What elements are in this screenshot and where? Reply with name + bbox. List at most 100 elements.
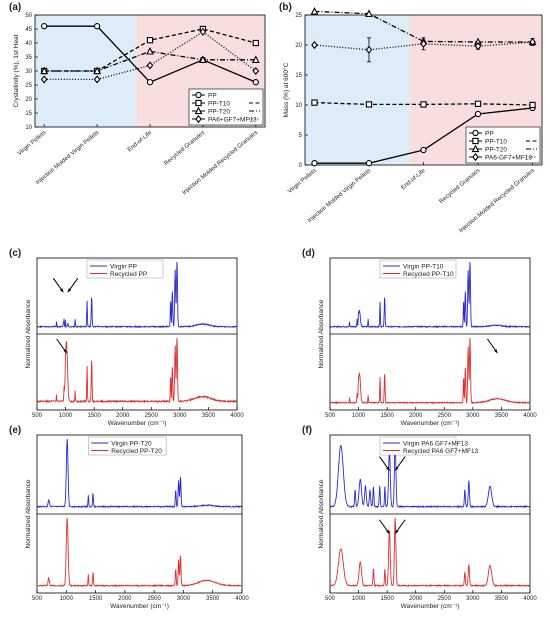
legend-label: Recycled PP-T20 [111, 448, 162, 455]
x-tick-label: 1000 [352, 596, 366, 602]
x-tick-label: 3000 [173, 413, 187, 419]
y-axis-label: Normalized Absorbance [318, 299, 325, 368]
data-point [474, 42, 482, 51]
x-tick-label: Recycled Granules [163, 130, 206, 167]
spectrum-line-bottom [36, 337, 237, 404]
data-point [420, 101, 427, 108]
annotation-arrowhead [67, 288, 72, 293]
data-point [40, 75, 48, 84]
x-tick-label: 2000 [116, 413, 130, 419]
y-tick-label: 15 [295, 73, 302, 79]
legend-label: Recycled PP-T10 [403, 271, 454, 278]
legend-label: PA6+GF7+MF13 [208, 116, 257, 123]
series-line [44, 50, 256, 72]
annotation-arrowhead [386, 466, 390, 471]
spectrum-line-top [329, 261, 531, 329]
panel-3-chart [329, 257, 531, 411]
x-axis-label: Wavenumber (cm⁻¹) [110, 603, 169, 610]
data-point [251, 55, 260, 63]
data-point [311, 160, 318, 167]
y-tick-label: 20 [25, 97, 32, 103]
legend-label: Virgin PP-T10 [403, 263, 444, 270]
spectrum-line-bottom [329, 517, 531, 588]
annotation-arrowhead [386, 529, 390, 534]
y-tick-label: 45 [25, 27, 32, 33]
annotation-arrowhead [395, 529, 399, 534]
y-tick-label: 15 [25, 111, 32, 117]
legend-marker [194, 106, 203, 115]
legend-label: Virgin PP-T20 [111, 440, 152, 447]
legend-label: PP-T10 [485, 138, 507, 145]
data-point [311, 99, 318, 106]
spectrum-line-top [36, 438, 242, 509]
annotation-arrowhead [63, 349, 67, 353]
x-axis-label: Wavenumber (cm⁻¹) [401, 420, 460, 427]
x-tick-label: 1500 [87, 413, 101, 419]
x-tick-label: End-of-Life [400, 168, 427, 192]
y-tick-label: 10 [295, 103, 302, 109]
legend-label: Recycled PP [110, 271, 147, 278]
legend-marker [195, 91, 202, 99]
y-tick-label: 20 [295, 43, 302, 49]
x-tick-label: Injection Molded Virgin Pellets [307, 168, 372, 224]
data-point [529, 37, 536, 47]
data-point [365, 160, 373, 167]
legend-label: Recycled PA6 GF7+MF13 [403, 448, 479, 455]
data-point [198, 55, 207, 63]
panel-label: (b) [279, 2, 292, 13]
data-point [474, 110, 482, 118]
x-tick-label: 4000 [523, 413, 537, 419]
panel-label: (a) [9, 2, 21, 13]
x-tick-label: 1500 [380, 596, 394, 602]
panel-5-chart [329, 434, 531, 594]
x-tick-label: 2500 [147, 596, 161, 602]
data-point [311, 40, 318, 50]
panel-0-chart [34, 14, 266, 128]
legend-label: Virgin PP [110, 263, 137, 270]
series-line [314, 101, 533, 106]
y-axis-label: Normalized Absorbance [25, 299, 32, 368]
y-tick-label: 30 [25, 69, 32, 75]
data-point [365, 45, 373, 54]
virgin-region [305, 15, 410, 165]
x-tick-label: 3500 [495, 596, 509, 602]
data-point [252, 39, 259, 47]
panel-2-chart [36, 257, 238, 411]
panel-1-chart [304, 7, 543, 167]
data-point [474, 100, 482, 107]
y-axis-label: Normalized Absorbance [25, 479, 32, 548]
legend-label: PP [208, 92, 217, 99]
x-tick-label: Recycled Granules [439, 168, 482, 205]
data-point [146, 47, 154, 55]
x-tick-label: 4000 [523, 596, 537, 602]
legend-marker [471, 144, 480, 153]
x-tick-label: 500 [325, 413, 336, 419]
data-point [199, 27, 207, 36]
data-point [365, 9, 373, 17]
y-tick-label: 25 [295, 13, 302, 19]
x-tick-label: 500 [32, 596, 43, 602]
panel-4-chart [36, 434, 243, 594]
legend-marker [195, 99, 202, 107]
x-tick-label: 1000 [60, 596, 74, 602]
x-tick-label: Injection Molded Virgin Pellets [35, 130, 100, 186]
legend-label: PP-T10 [208, 100, 230, 107]
x-tick-label: 3000 [466, 413, 480, 419]
annotation-arrowhead [59, 288, 64, 293]
spectrum-line-top [329, 438, 531, 509]
x-tick-label: 2500 [438, 413, 452, 419]
x-tick-label: 3000 [466, 596, 480, 602]
legend-label: PP-T20 [485, 146, 507, 153]
x-tick-label: 2500 [145, 413, 159, 419]
x-tick-label: 1500 [89, 596, 103, 602]
x-tick-label: 2000 [409, 596, 423, 602]
legend-marker [472, 152, 479, 162]
y-tick-label: 50 [25, 13, 32, 19]
x-tick-label: 3500 [202, 413, 216, 419]
annotation-arrowhead [395, 466, 399, 471]
x-tick-label: 2500 [438, 596, 452, 602]
legend-label: PP [485, 130, 494, 137]
x-tick-label: 1500 [380, 413, 394, 419]
data-point [146, 61, 154, 70]
x-tick-label: 2000 [118, 596, 132, 602]
